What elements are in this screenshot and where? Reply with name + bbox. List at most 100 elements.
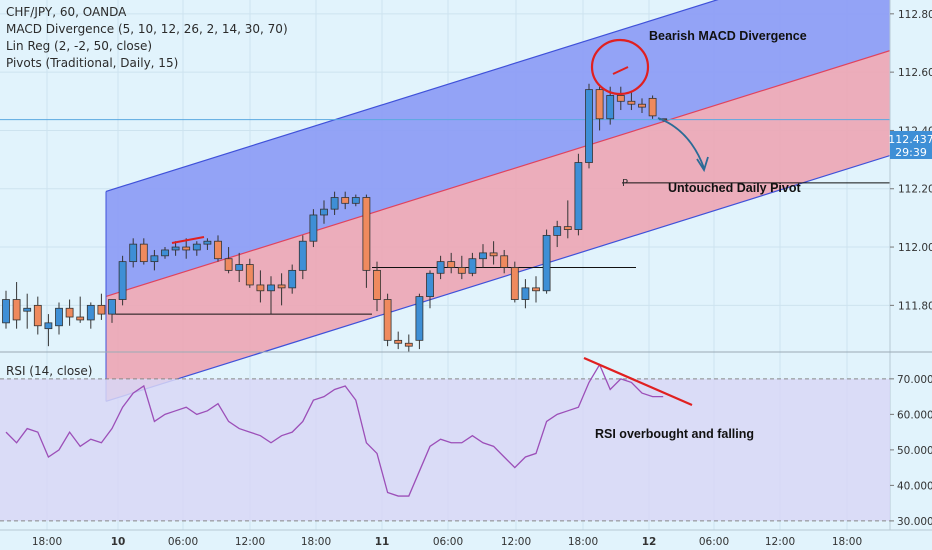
candle — [267, 276, 275, 315]
regression-mid-line — [105, 50, 891, 297]
time-tick-label: 18:00 — [568, 536, 598, 548]
candle-body — [426, 272, 434, 298]
current-price: 112.437 — [888, 133, 932, 146]
candle — [288, 264, 297, 294]
rsi-annotation: RSI overbought and falling — [595, 427, 754, 441]
candle-body — [267, 284, 275, 292]
time-tick-label: 10 — [111, 536, 126, 548]
candle — [320, 200, 328, 224]
candle — [55, 302, 63, 335]
candle — [585, 83, 593, 169]
candle — [489, 241, 498, 265]
candle-body — [55, 307, 63, 327]
candle — [139, 238, 148, 265]
candle-body — [479, 252, 487, 260]
candle-body — [362, 197, 371, 271]
candle-body — [44, 322, 53, 330]
candle-body — [489, 252, 498, 257]
candle-body — [86, 304, 95, 321]
candle — [277, 273, 286, 306]
candle — [595, 86, 604, 131]
candle-body — [532, 287, 540, 292]
candle — [415, 293, 424, 350]
candle — [298, 235, 307, 280]
time-tick-label: 12:00 — [235, 536, 265, 548]
candle — [404, 334, 413, 352]
candle — [182, 238, 191, 259]
rsi-band — [0, 378, 890, 521]
candle-body — [320, 208, 328, 216]
candle — [426, 270, 434, 309]
candle — [245, 258, 254, 288]
candle-body — [468, 258, 477, 274]
time-tick-label: 11 — [375, 536, 390, 548]
rsi-pane[interactable] — [0, 363, 890, 522]
candle-body — [373, 269, 381, 300]
price-tick-label: 111.800 — [898, 300, 932, 312]
candle — [627, 92, 636, 111]
candle — [532, 276, 540, 303]
candle — [171, 241, 180, 256]
time-tick-label: 12 — [642, 536, 657, 548]
divergence-mark — [612, 66, 629, 75]
bar-countdown: 29:39 — [895, 146, 927, 159]
pivot-marker: P — [622, 178, 628, 189]
candle-body — [638, 103, 646, 108]
candle-body — [330, 197, 339, 210]
candle-body — [574, 162, 583, 230]
annotations: Bearish MACD Divergence Untouched Daily … — [171, 29, 807, 441]
time-tick-label: 06:00 — [699, 536, 729, 548]
rsi-tick-label: 70.0000 — [897, 374, 932, 386]
candle-body — [553, 226, 562, 236]
candle — [108, 299, 116, 323]
price-axis-bg — [890, 0, 932, 352]
candle — [394, 331, 403, 350]
candle-body — [436, 261, 445, 274]
candle-body — [108, 299, 116, 315]
candle-body — [118, 261, 127, 300]
candle-body — [394, 339, 403, 344]
candle-body — [585, 89, 593, 163]
candle — [373, 261, 381, 312]
candle-body — [2, 299, 10, 324]
divergence-circle — [590, 38, 650, 96]
rsi-axis[interactable]: 70.0000 60.0000 50.0000 40.0000 30.0000 — [890, 374, 932, 528]
upper-channel-fill — [106, 0, 890, 297]
pivot-annotation: Untouched Daily Pivot — [668, 181, 801, 195]
candle — [351, 194, 360, 207]
time-axis[interactable]: 18:00 10 06:00 12:00 18:00 11 06:00 12:00 18:00 1… — [32, 536, 862, 548]
candle-body — [500, 255, 509, 268]
time-tick-label: 12:00 — [765, 536, 795, 548]
candle — [468, 252, 477, 277]
pivot-arrowhead — [696, 156, 709, 173]
candle-body — [23, 307, 32, 312]
candle — [214, 235, 222, 262]
candle — [553, 220, 562, 248]
legend: CHF/JPY, 60, OANDA MACD Divergence (5, 1… — [6, 5, 288, 378]
candle-body — [245, 264, 254, 286]
price-tick-label: 112.800 — [898, 9, 932, 21]
candle — [638, 98, 646, 113]
time-tick-label: 06:00 — [433, 536, 463, 548]
candle-body — [542, 234, 551, 292]
candle-body — [288, 269, 297, 289]
candle — [12, 282, 21, 329]
candle — [521, 279, 530, 309]
candle-body — [161, 249, 169, 257]
time-tick-label: 06:00 — [168, 536, 198, 548]
price-axis[interactable]: 112.800112.600112.400112.200112.000111.8… — [890, 9, 932, 313]
candle — [118, 255, 127, 306]
candle — [192, 241, 201, 256]
rsi-tick-label: 60.0000 — [897, 409, 932, 421]
candle-body — [521, 287, 530, 300]
candle-body — [510, 267, 519, 300]
candle — [330, 191, 339, 215]
candle — [309, 209, 318, 248]
candle-body — [76, 316, 85, 321]
candle-body — [97, 304, 106, 315]
candle-body — [383, 299, 392, 341]
candle-body — [256, 284, 265, 292]
rsi-tick-label: 40.0000 — [897, 480, 932, 492]
candle — [457, 255, 466, 280]
